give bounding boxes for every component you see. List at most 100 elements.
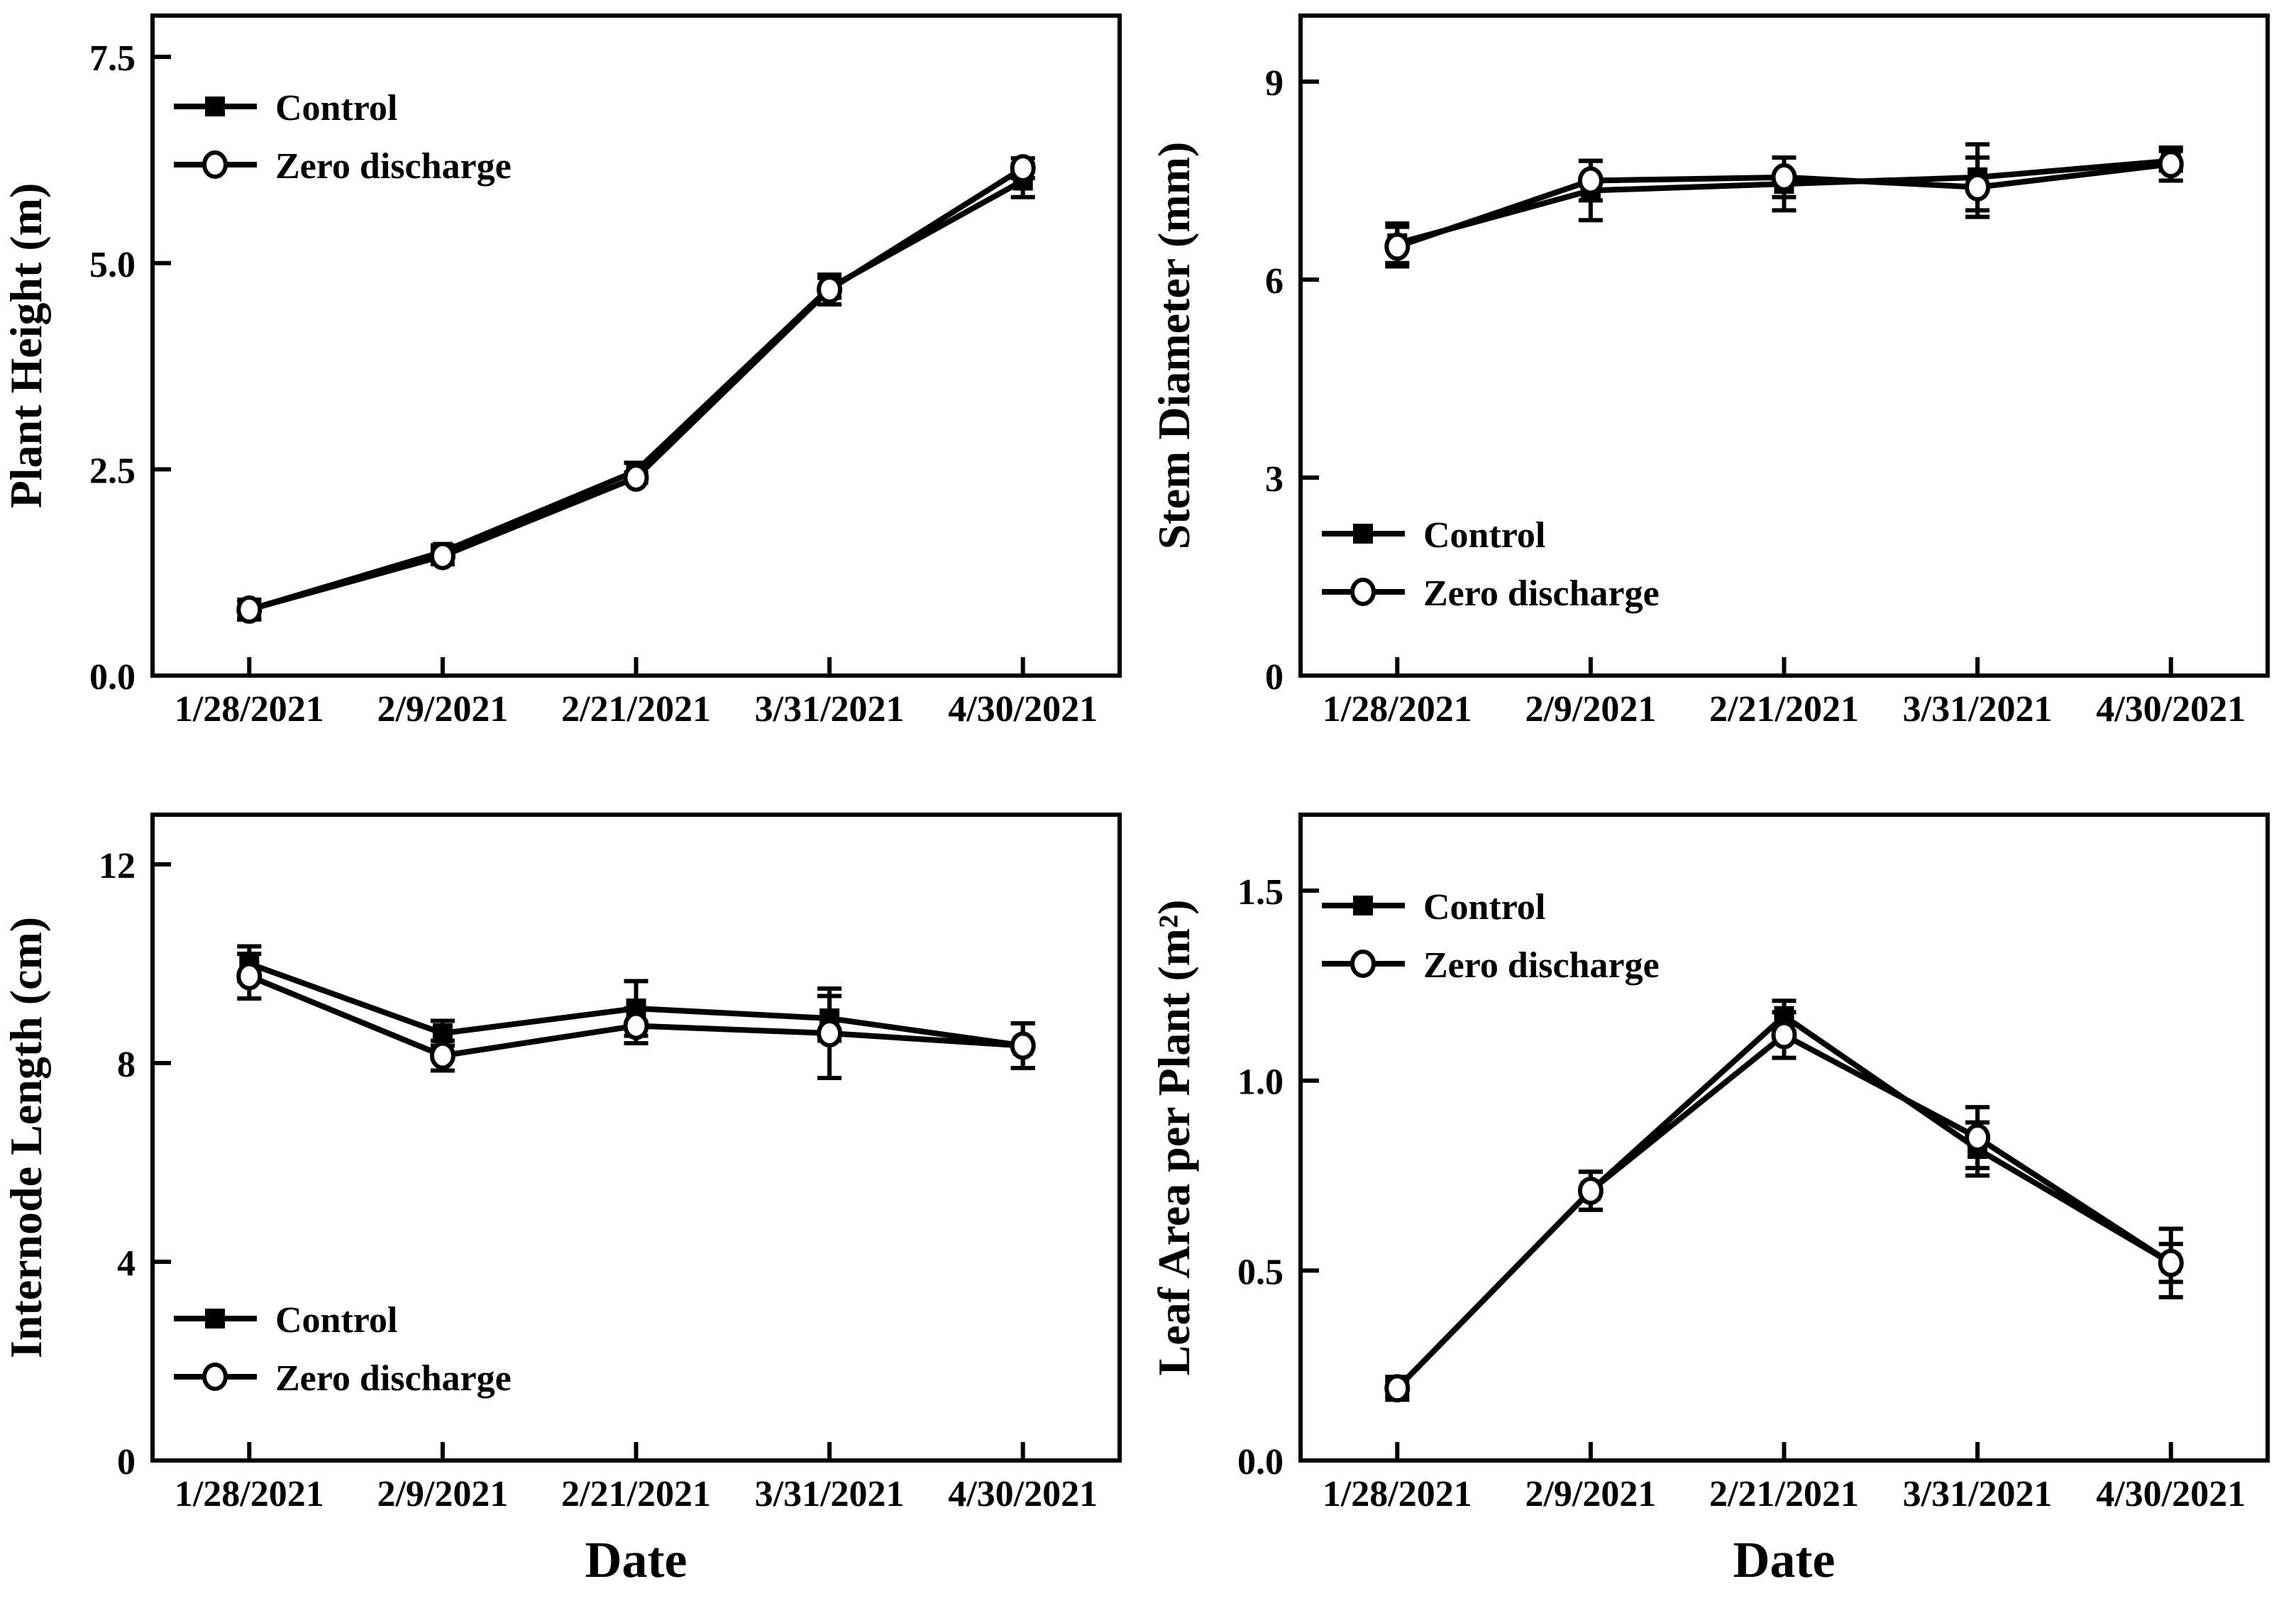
x-tick-label: 4/30/2021: [948, 689, 1098, 730]
y-tick-label: 6: [1265, 261, 1284, 302]
open-circle-marker: [429, 1041, 456, 1070]
y-axis-title: Leaf Area per Plant (m²): [1149, 900, 1199, 1376]
filled-square-marker: [205, 1309, 225, 1328]
y-tick-label: 4: [117, 1243, 136, 1284]
series-line-1: [248, 165, 1025, 612]
chart-internode-length: 0 4 8 12 1/28/2021 2/9/2021 2/21/2021 3/31/2021…: [0, 800, 1148, 1601]
x-tick-label: 4/30/2021: [948, 1474, 1098, 1514]
filled-square-marker: [205, 97, 225, 116]
open-circle-marker: [1965, 1123, 1991, 1152]
x-tick-label: 2/9/2021: [377, 689, 508, 730]
legend-label: Control: [275, 88, 397, 128]
x-tick-label: 1/28/2021: [175, 1474, 324, 1514]
y-axis-title: Internode Length (cm): [1, 917, 51, 1358]
y-axis: 0.0 0.5 1.0 1.5: [1237, 872, 1319, 1482]
x-tick-label: 4/30/2021: [2096, 1474, 2246, 1514]
open-circle-marker: [2158, 150, 2184, 179]
legend-label: Control: [1423, 515, 1545, 556]
x-tick-label: 2/21/2021: [1709, 1474, 1859, 1514]
x-tick-label: 2/9/2021: [1525, 1474, 1656, 1514]
open-circle-marker: [1350, 578, 1376, 606]
x-axis: 1/28/2021 2/9/2021 2/21/2021 3/31/2021 4/30/…: [175, 657, 1098, 730]
x-axis-title: Date: [1733, 1531, 1836, 1588]
open-circle-marker: [2158, 1248, 2184, 1277]
y-tick-label: 3: [1265, 459, 1284, 500]
x-axis: 1/28/2021 2/9/2021 2/21/2021 3/31/2021 4/30/…: [1323, 1442, 2246, 1514]
y-tick-label: 5.0: [89, 245, 136, 285]
x-tick-label: 3/31/2021: [1903, 1474, 2053, 1514]
open-circle-marker: [1350, 950, 1376, 978]
open-circle-marker: [429, 541, 456, 571]
y-tick-label: 7.5: [89, 38, 136, 79]
y-tick-label: 1.0: [1237, 1062, 1284, 1103]
y-axis-title: Plant Height (m): [1, 183, 51, 509]
x-axis: 1/28/2021 2/9/2021 2/21/2021 3/31/2021 4/30/…: [175, 1442, 1098, 1514]
x-tick-label: 1/28/2021: [175, 689, 324, 730]
open-circle-marker: [236, 962, 263, 991]
open-circle-marker: [1771, 163, 1797, 192]
x-tick-label: 1/28/2021: [1323, 1474, 1472, 1514]
x-tick-label: 3/31/2021: [755, 1474, 905, 1514]
x-tick-label: 3/31/2021: [1903, 689, 2053, 730]
open-circle-marker: [236, 595, 263, 624]
x-axis: 1/28/2021 2/9/2021 2/21/2021 3/31/2021 4/30/…: [1323, 657, 2246, 730]
legend-label: Zero discharge: [1423, 945, 1660, 986]
legend-label: Zero discharge: [275, 146, 512, 187]
chart-stem-diameter: 0 3 6 9 1/28/2021 2/9/2021 2/21/2021 3/31/2021 4…: [1148, 0, 2296, 800]
open-circle-marker: [1965, 172, 1991, 202]
x-tick-label: 4/30/2021: [2096, 689, 2246, 730]
y-tick-label: 2.5: [89, 451, 136, 491]
series-line-1: [1395, 1031, 2173, 1391]
open-circle-marker: [1384, 232, 1411, 261]
filled-square-marker: [1353, 896, 1373, 915]
y-tick-label: 0.5: [1237, 1252, 1284, 1292]
open-circle-marker: [623, 1011, 649, 1040]
open-circle-marker: [817, 1019, 843, 1047]
y-tick-label: 8: [117, 1045, 136, 1085]
legend: Control Zero discharge: [174, 88, 512, 187]
open-circle-marker: [202, 150, 228, 179]
legend: Control Zero discharge: [1322, 515, 1660, 614]
open-circle-marker: [1384, 1374, 1411, 1403]
legend: Control Zero discharge: [1322, 887, 1660, 986]
series-line-0: [1395, 1012, 2173, 1391]
open-circle-marker: [623, 463, 649, 492]
open-circle-marker: [1010, 154, 1036, 183]
open-circle-marker: [202, 1363, 228, 1391]
y-tick-label: 0: [117, 1442, 136, 1482]
chart-plant-height: 0.0 2.5 5.0 7.5 1/28/2021 2/9/2021 2/21/2021 3/…: [0, 0, 1148, 800]
legend-label: Zero discharge: [1423, 573, 1660, 614]
legend-label: Control: [1423, 887, 1545, 928]
open-circle-marker: [1577, 1176, 1604, 1205]
y-tick-label: 0.0: [89, 657, 136, 698]
chart-leaf-area: 0.0 0.5 1.0 1.5 1/28/2021 2/9/2021 2/21/2021 3/…: [1148, 800, 2296, 1601]
x-tick-label: 2/21/2021: [561, 689, 711, 730]
x-tick-label: 3/31/2021: [755, 689, 905, 730]
x-tick-label: 2/21/2021: [1709, 689, 1859, 730]
y-axis: 0 3 6 9: [1265, 63, 1319, 698]
series-line-0: [248, 178, 1025, 612]
x-tick-label: 2/21/2021: [561, 1474, 711, 1514]
open-circle-marker: [1577, 166, 1604, 195]
filled-square-marker: [1353, 524, 1373, 544]
legend: Control Zero discharge: [174, 1300, 512, 1399]
x-axis-title: Date: [585, 1531, 688, 1588]
y-tick-label: 12: [99, 846, 136, 886]
series-points-1: [236, 154, 1036, 624]
series-points-1: [1384, 1010, 2184, 1403]
y-axis: 0.0 2.5 5.0 7.5: [89, 38, 171, 698]
legend-label: Zero discharge: [275, 1358, 512, 1399]
x-tick-label: 2/9/2021: [377, 1474, 508, 1514]
x-tick-label: 2/9/2021: [1525, 689, 1656, 730]
x-tick-label: 1/28/2021: [1323, 689, 1472, 730]
y-tick-label: 1.5: [1237, 872, 1284, 913]
y-axis-title: Stem Diameter (mm): [1149, 142, 1199, 550]
y-tick-label: 9: [1265, 63, 1284, 104]
series-points-1: [236, 952, 1036, 1080]
open-circle-marker: [1010, 1031, 1036, 1060]
y-tick-label: 0: [1265, 657, 1284, 698]
open-circle-marker: [1771, 1020, 1797, 1050]
legend-label: Control: [275, 1300, 397, 1341]
open-circle-marker: [817, 275, 843, 304]
